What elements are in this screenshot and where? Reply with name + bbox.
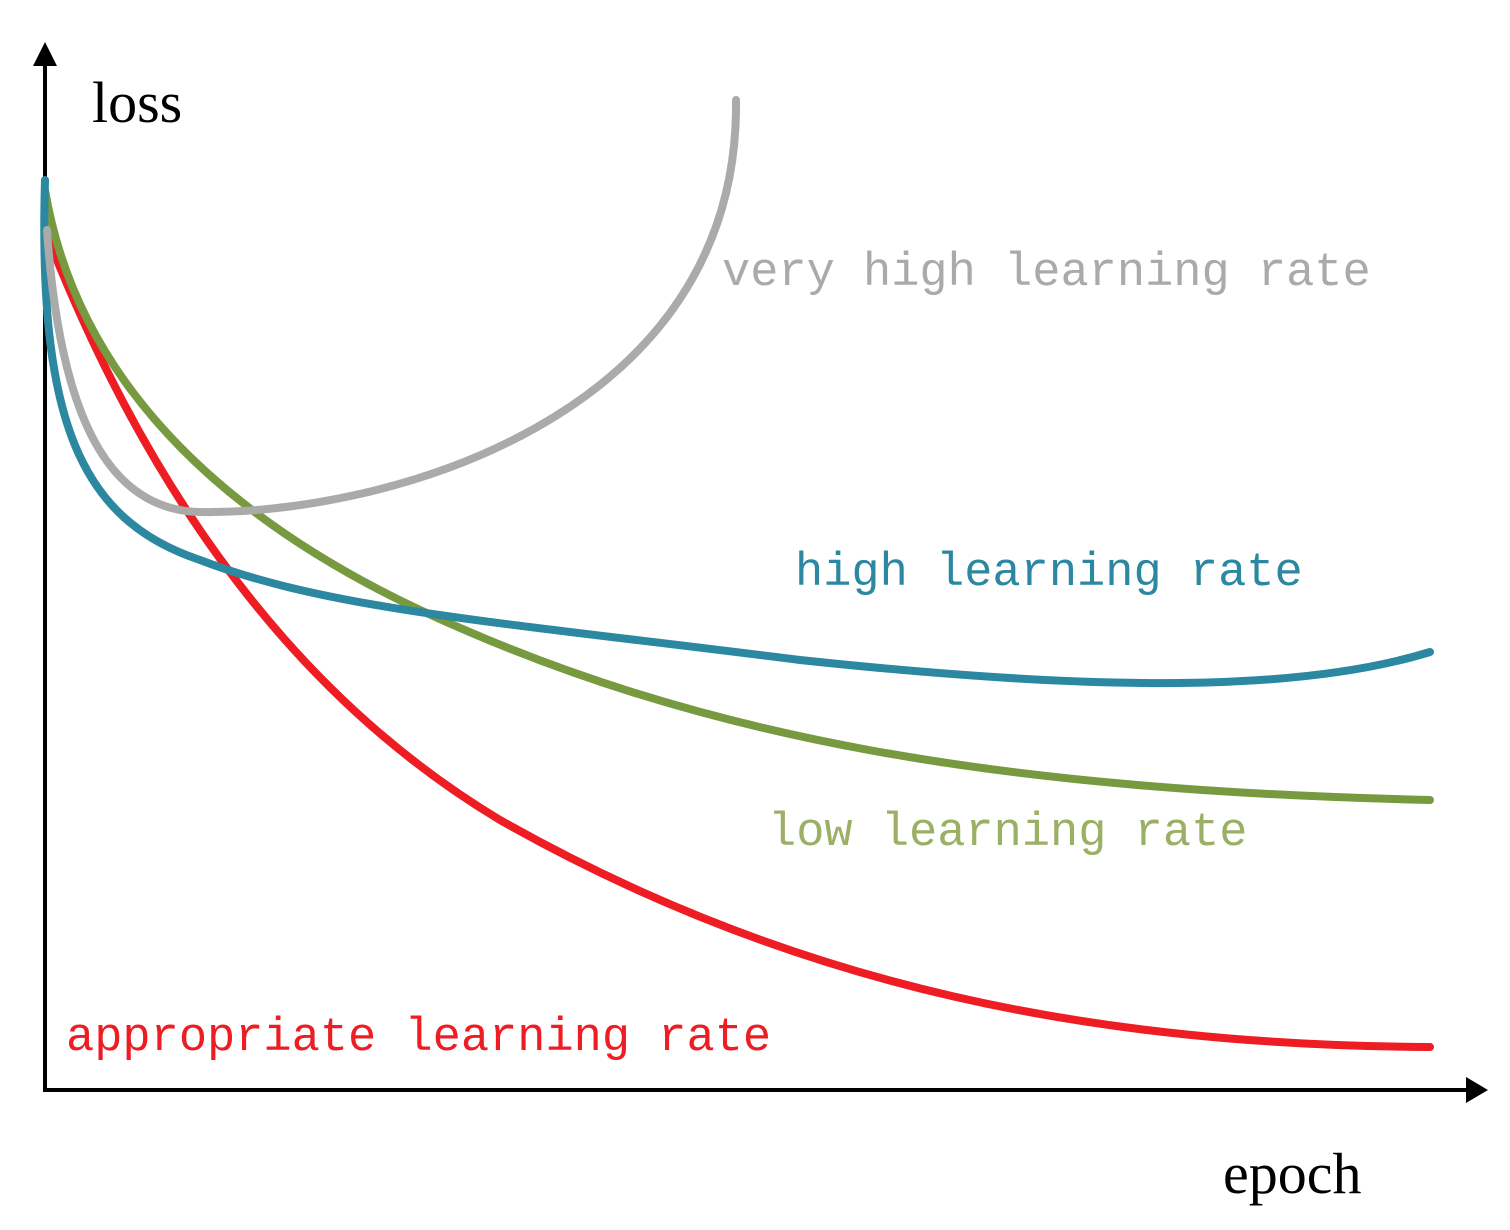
curve-label: appropriate learning rate [66,1012,771,1065]
appropriate-curve [41,226,1434,1051]
y-axis-arrow [33,42,57,66]
curve-label: high learning rate [795,547,1303,600]
high-curve [40,176,1434,688]
x-axis-arrow [1466,1077,1488,1103]
curve-label: very high learning rate [722,247,1371,300]
y-axis-label: loss [92,70,182,135]
x-axis-label: epoch [1223,1141,1362,1206]
very-high-curve [43,96,741,517]
curve-label: low learning rate [768,807,1247,860]
low-curve [41,186,1434,804]
